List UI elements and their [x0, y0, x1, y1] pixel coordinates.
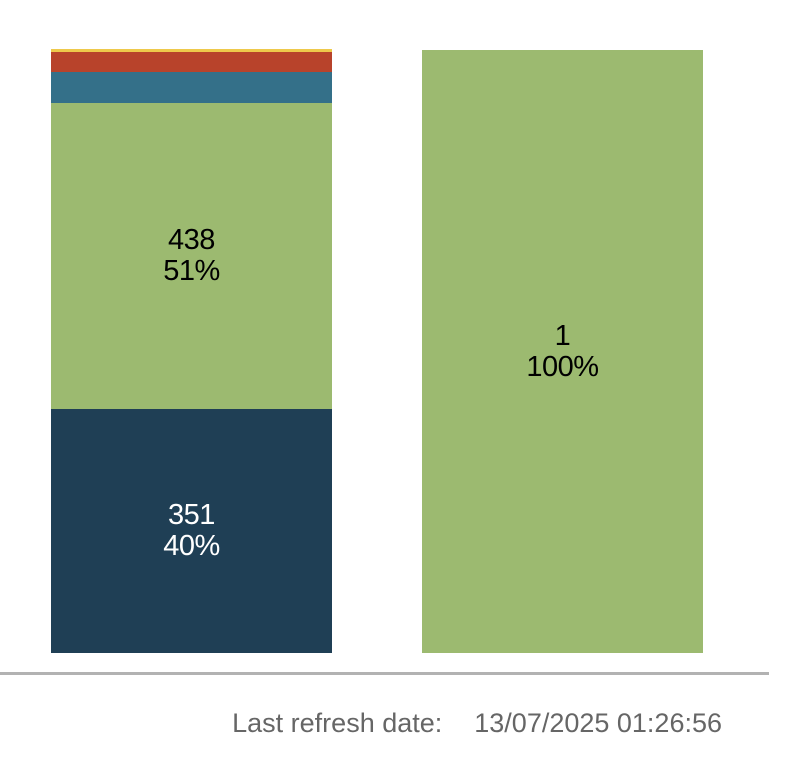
last-refresh-label: Last refresh date:: [232, 708, 443, 738]
bar-segment-green[interactable]: 438 51%: [51, 102, 332, 409]
bar-segment-yellow[interactable]: [51, 49, 332, 53]
horizontal-divider: [0, 672, 769, 675]
segment-percent-label: 51%: [163, 254, 220, 287]
bar-segment-navy[interactable]: 351 40%: [51, 408, 332, 653]
last-refresh-value: 13/07/2025 01:26:56: [474, 708, 722, 738]
segment-percent-label: 40%: [163, 529, 220, 562]
bar-segment-teal[interactable]: [51, 72, 332, 103]
footer: Last refresh date: 13/07/2025 01:26:56: [0, 708, 722, 738]
bar-segment-green[interactable]: 1 100%: [422, 50, 703, 653]
segment-value-label: 438: [168, 223, 215, 256]
stacked-column-2: 1 100%: [422, 50, 703, 653]
segment-value-label: 351: [168, 498, 215, 531]
bar-segment-red[interactable]: [51, 52, 332, 72]
segment-value-label: 1: [554, 319, 571, 352]
stacked-column-1: 438 51% 351 40%: [51, 49, 332, 653]
segment-percent-label: 100%: [526, 350, 599, 383]
